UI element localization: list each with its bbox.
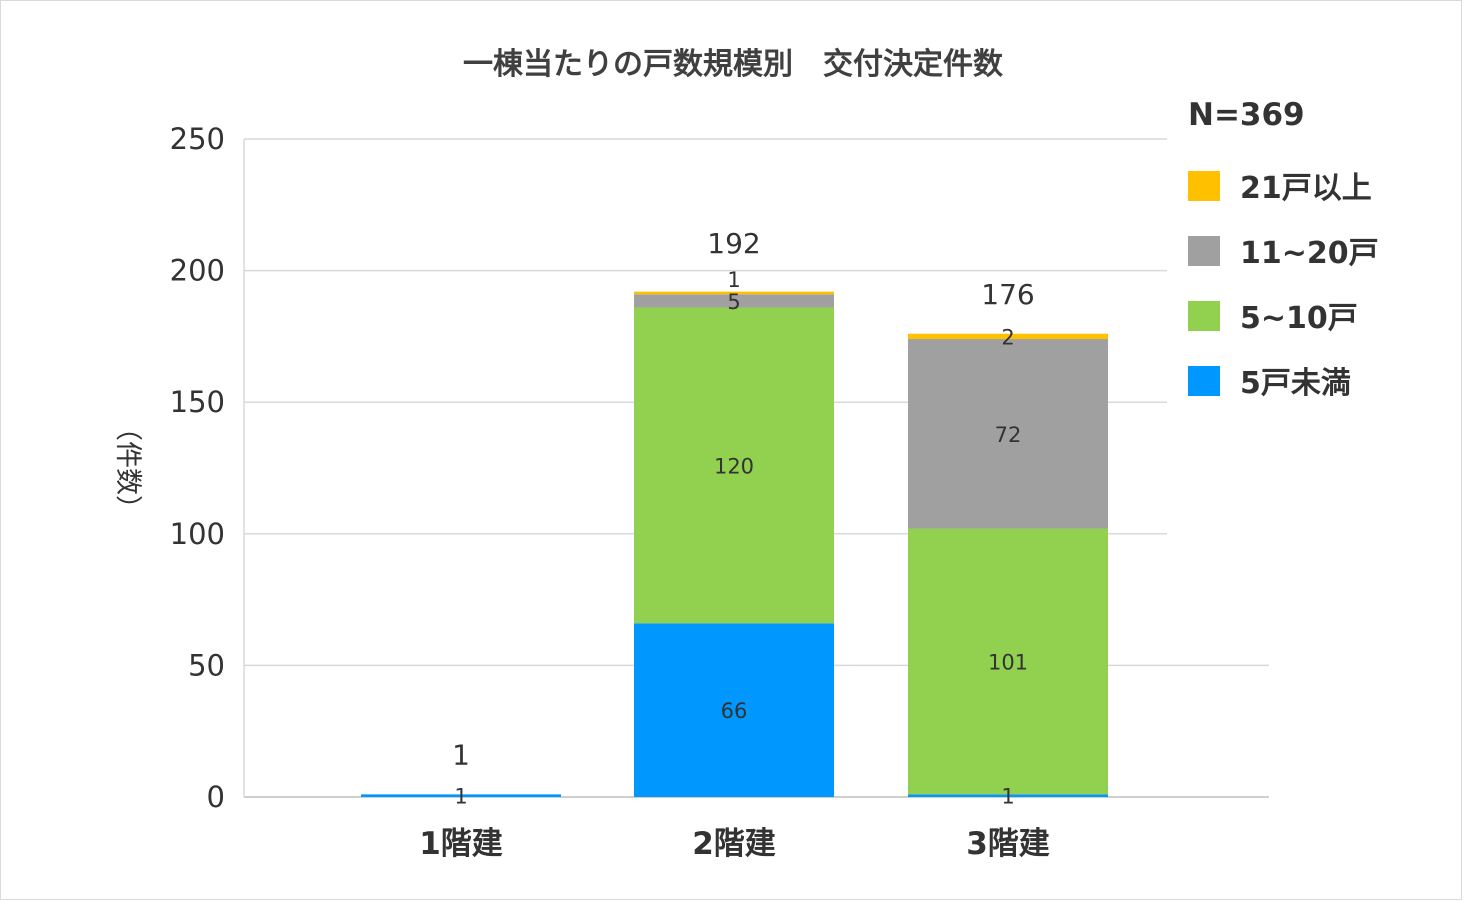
bar-segment [634, 294, 834, 308]
data-label: 101 [988, 650, 1028, 674]
legend-label: 5~10戸 [1240, 301, 1358, 336]
bar-segment [908, 333, 1108, 340]
total-label: 176 [981, 278, 1034, 311]
bar-segment [361, 794, 561, 797]
x-tick-label: 2階建 [692, 826, 776, 862]
legend-swatch [1188, 301, 1220, 331]
data-label: 5 [727, 290, 740, 314]
data-label: 1 [454, 785, 467, 809]
y-tick-label: 100 [170, 517, 225, 551]
y-tick-label: 250 [170, 122, 225, 156]
y-tick-label: 200 [170, 254, 225, 288]
chart-title: 一棟当たりの戸数規模別 交付決定件数 [463, 47, 1004, 82]
bar-segment [634, 291, 834, 295]
legend: N=369 21戸以上 11~20戸 5~10戸 5戸未満 [1188, 97, 1379, 401]
legend-swatch [1188, 366, 1220, 396]
y-axis-ticks: 0 50 100 150 200 250 [170, 122, 225, 814]
total-label: 1 [452, 738, 470, 771]
x-tick-label: 3階建 [966, 826, 1050, 862]
bar-segment [634, 307, 834, 624]
data-label: 120 [714, 454, 754, 478]
bar-segment [908, 528, 1108, 795]
y-tick-label: 0 [207, 780, 225, 814]
y-tick-label: 50 [188, 648, 225, 682]
y-tick-label: 150 [170, 385, 225, 419]
data-label: 66 [721, 699, 748, 723]
data-label: 72 [995, 423, 1022, 447]
bar-segment [908, 339, 1108, 529]
y-axis-label: （件数） [112, 414, 143, 522]
sample-size-label: N=369 [1188, 97, 1305, 133]
total-label: 192 [707, 227, 760, 260]
legend-label: 11~20戸 [1240, 236, 1379, 271]
legend-label: 21戸以上 [1240, 171, 1372, 206]
data-label: 1 [1001, 785, 1014, 809]
data-label: 1 [727, 268, 740, 292]
data-label: 2 [1001, 325, 1014, 349]
bar-segment [908, 794, 1108, 797]
x-axis-ticks: 1階建 2階建 3階建 [419, 826, 1050, 862]
legend-swatch [1188, 236, 1220, 266]
legend-swatch [1188, 171, 1220, 201]
x-tick-label: 1階建 [419, 826, 503, 862]
bar-segment [634, 623, 834, 797]
legend-label: 5戸未満 [1240, 366, 1351, 401]
